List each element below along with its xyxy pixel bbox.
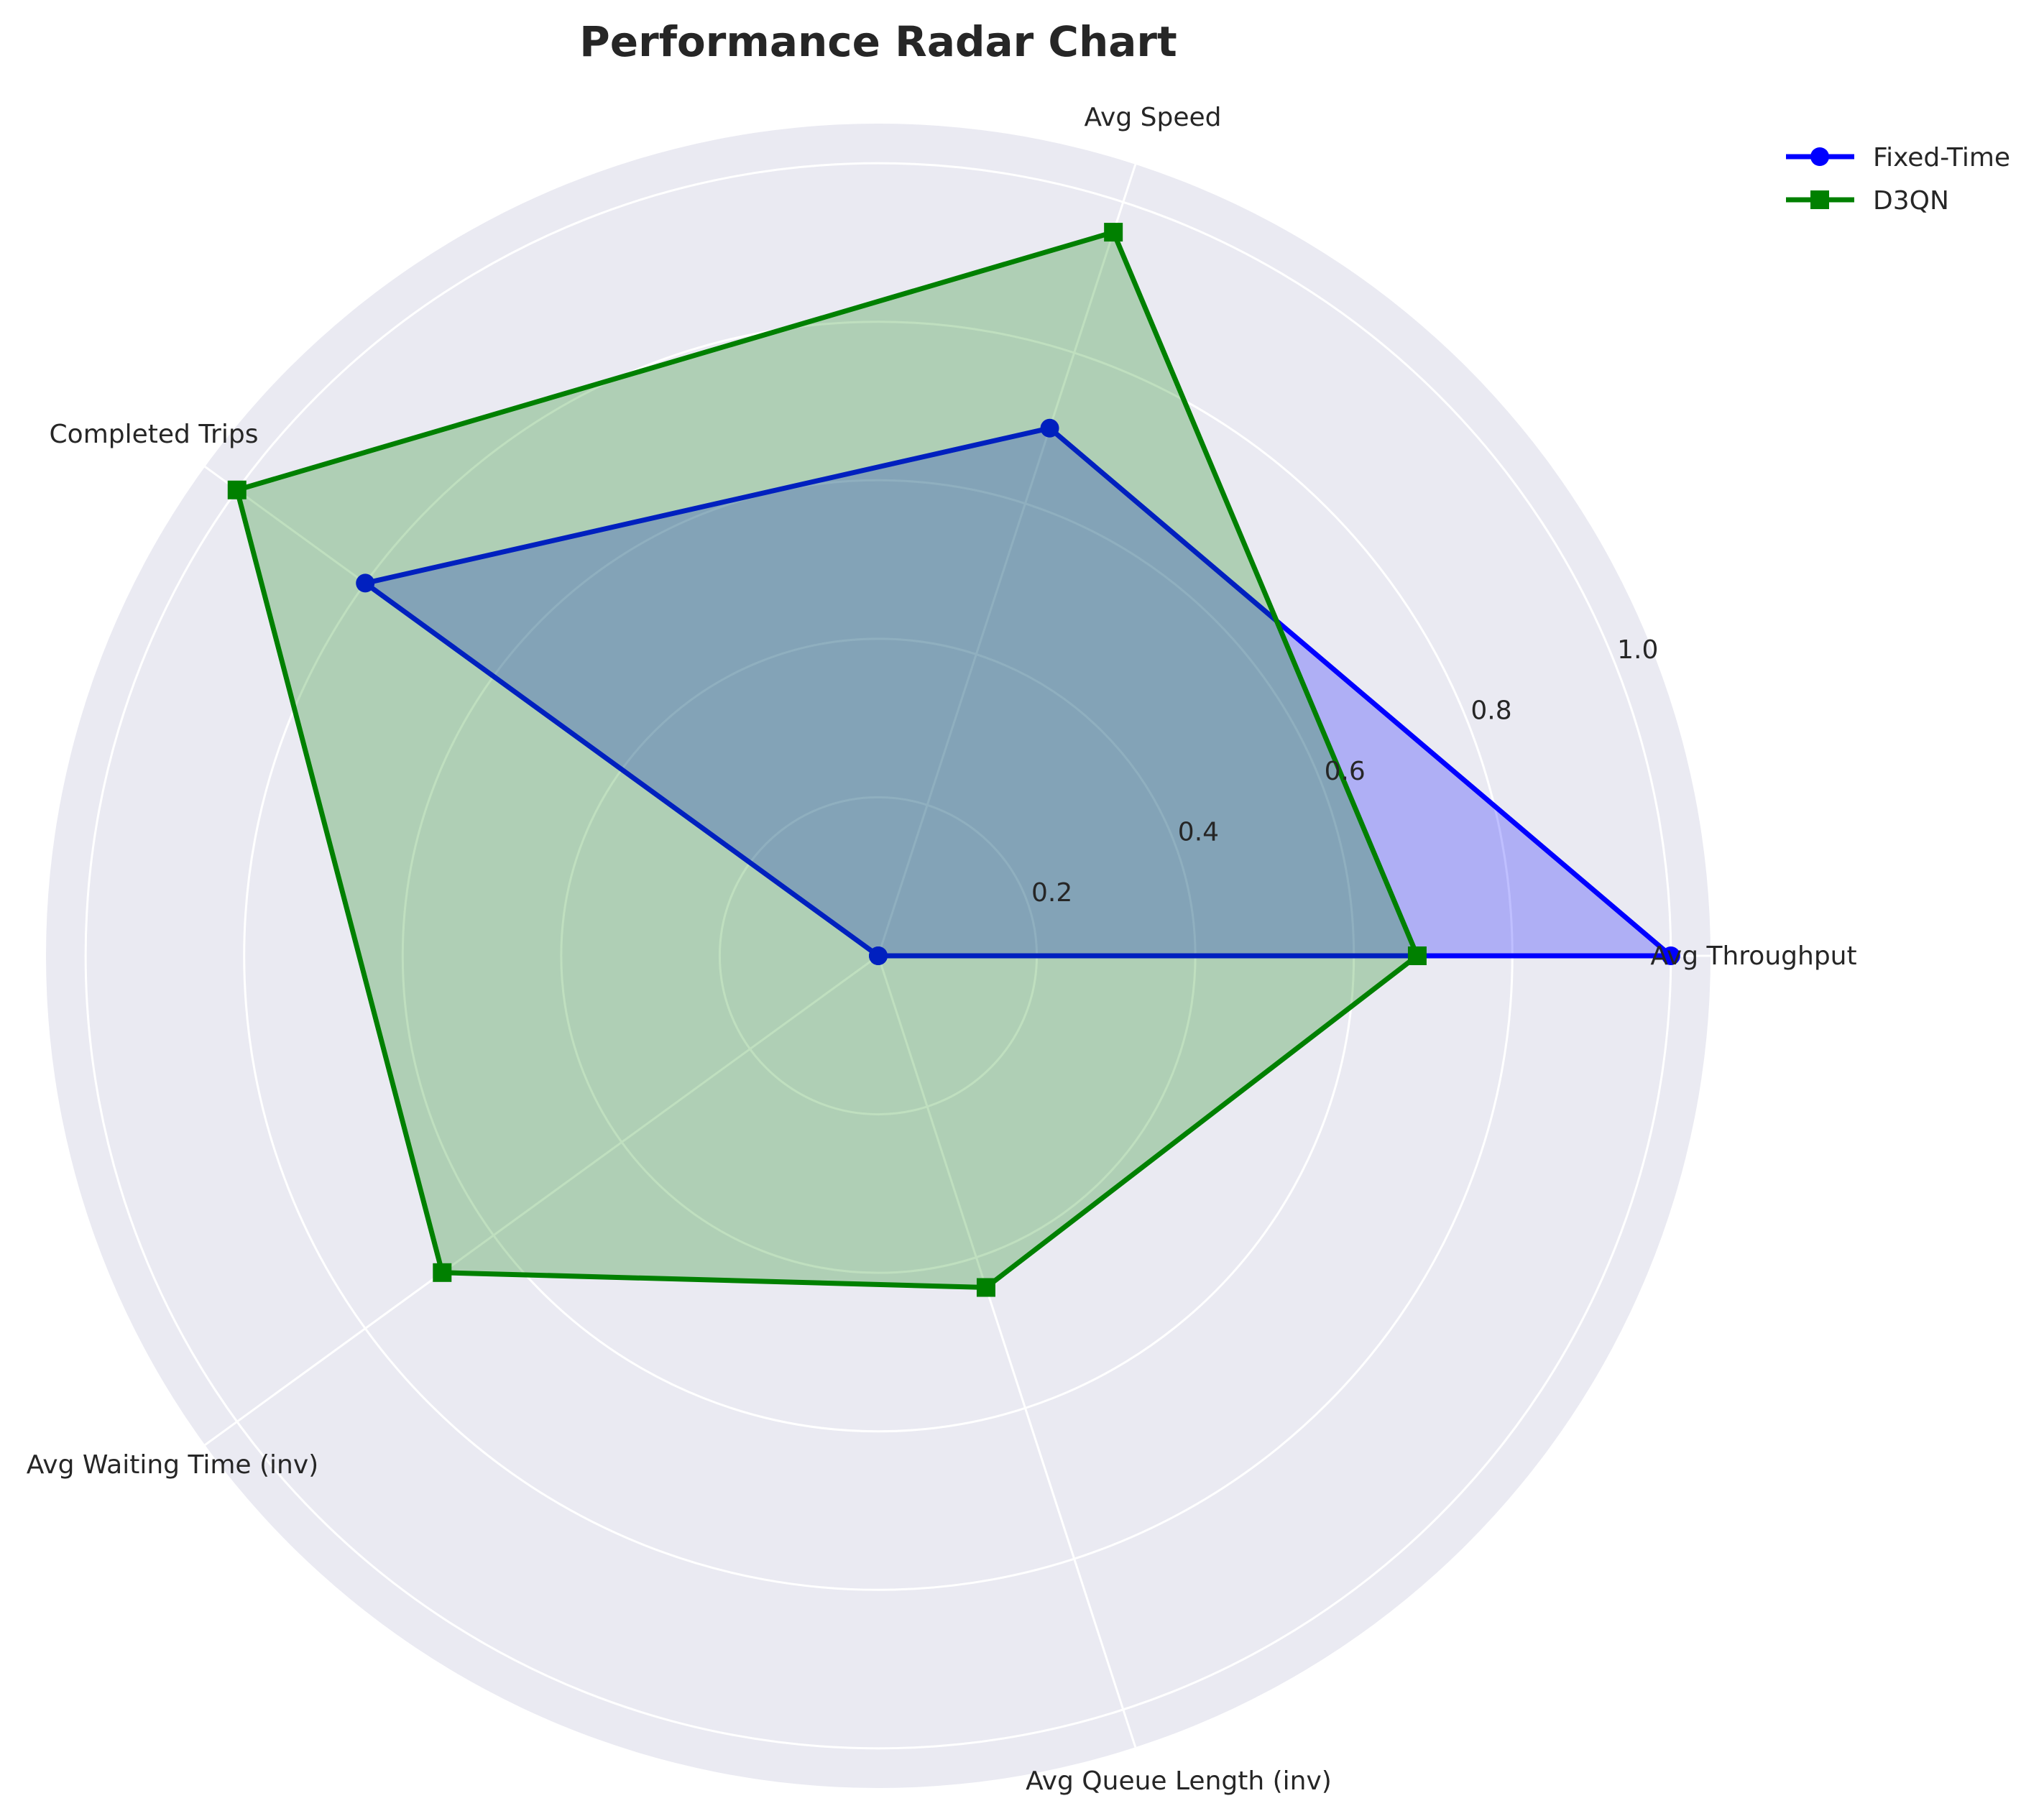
category-labels: Avg Throughput Avg Speed Completed Trips Av… xyxy=(27,103,1857,1796)
radial-tick-label-4: 1.0 xyxy=(1617,635,1658,665)
series-area-1 xyxy=(236,232,1417,1288)
data-point-1-1 xyxy=(1104,223,1123,242)
radial-tick-label-0: 0.2 xyxy=(1031,878,1072,908)
radial-tick-label-3: 0.8 xyxy=(1470,696,1511,726)
chart-title: Performance Radar Chart xyxy=(579,17,1177,66)
legend-marker-0 xyxy=(1810,147,1829,166)
legend: Fixed-Time D3QN xyxy=(1786,143,2010,216)
series-layer xyxy=(227,223,1680,1297)
radial-tick-label-1: 0.4 xyxy=(1178,817,1219,847)
legend-label-1: D3QN xyxy=(1873,186,1949,216)
series-line-1 xyxy=(234,229,1421,1291)
category-label-3: Avg Waiting Time (inv) xyxy=(27,1450,318,1480)
data-point-1-2 xyxy=(227,480,247,499)
data-point-0-0 xyxy=(1661,946,1680,965)
data-point-0-1 xyxy=(1040,418,1059,438)
data-point-1-4 xyxy=(976,1278,995,1297)
series-d3qn xyxy=(227,223,1427,1297)
category-label-4: Avg Queue Length (inv) xyxy=(1026,1766,1332,1796)
legend-label-0: Fixed-Time xyxy=(1873,143,2010,172)
angular-gridline-1 xyxy=(877,164,1137,957)
data-point-0-2 xyxy=(356,573,375,593)
radial-tick-label-2: 0.6 xyxy=(1325,757,1366,786)
series-area-0 xyxy=(365,428,1671,956)
data-point-0-4 xyxy=(869,946,888,965)
category-label-2: Completed Trips xyxy=(50,420,259,449)
radial-tick-labels: 0.2 0.4 0.6 0.8 1.0 xyxy=(1031,635,1658,908)
legend-marker-1 xyxy=(1810,190,1829,209)
angular-gridline-4 xyxy=(877,955,1137,1748)
data-point-1-0 xyxy=(1407,946,1427,965)
series-fixed-time xyxy=(356,418,1680,965)
category-label-1: Avg Speed xyxy=(1085,103,1222,132)
category-label-0: Avg Throughput xyxy=(1650,941,1856,971)
angular-gridline-3 xyxy=(204,954,879,1446)
data-point-1-3 xyxy=(433,1263,452,1282)
